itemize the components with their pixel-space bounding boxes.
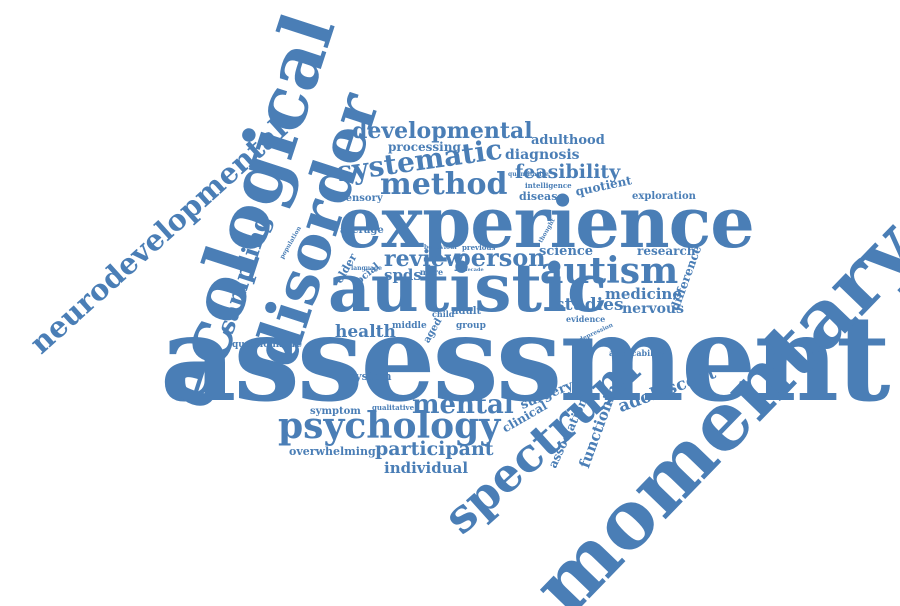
word-previous: previous <box>462 243 496 252</box>
word-language: language <box>351 265 382 272</box>
word-experience: experience <box>338 181 755 264</box>
word-research: research <box>637 244 696 258</box>
word-intelligence: intelligence <box>525 181 572 190</box>
word-autistic: autistic <box>328 249 608 327</box>
word-adulthood: adulthood <box>531 133 605 148</box>
word-method: method <box>380 167 508 202</box>
word-psychology: psychology <box>278 405 501 447</box>
word-review: review <box>384 246 464 272</box>
word-child: child <box>432 309 455 319</box>
word-decade: decade <box>464 267 484 273</box>
word-developmental: developmental <box>352 118 533 144</box>
word-feasibility: feasibility <box>515 161 621 183</box>
word-health: health <box>335 322 396 342</box>
word-studies: studies <box>555 295 624 315</box>
word-average: average <box>340 225 384 236</box>
word-autism: autism <box>540 250 679 292</box>
word-disease: disease <box>519 190 565 203</box>
word-symptom: symptom <box>310 406 361 417</box>
word-evidence: evidence <box>566 314 606 324</box>
word-middle: middle <box>392 321 427 331</box>
word-nervous: nervous <box>622 301 684 317</box>
word-more: more <box>420 267 444 277</box>
word-individual: individual <box>384 459 469 477</box>
word-medicine: medicine <box>605 285 682 303</box>
word-spds: spds <box>384 266 422 284</box>
word-quantitative: quantitative <box>508 171 549 178</box>
word-exploration: exploration <box>632 191 696 202</box>
word-applicability: applicability <box>609 348 665 358</box>
word-mental: mental <box>412 390 514 420</box>
word-adult: adult <box>452 306 482 317</box>
word-questionnaire: questionnaire <box>232 340 303 350</box>
word-sensory: sensory <box>340 193 383 204</box>
word-behaviour: behaviour <box>424 244 458 251</box>
word-assessment: assessment <box>160 289 890 428</box>
word-system: system <box>349 370 392 383</box>
word-person: person <box>454 243 546 272</box>
word-overwhelming: overwhelming <box>289 445 376 458</box>
word-processing: processing <box>388 140 461 154</box>
word-science: science <box>539 244 594 259</box>
word-participant: participant <box>375 438 494 460</box>
word-diagnosis: diagnosis <box>505 147 580 163</box>
word-group: group <box>456 321 486 331</box>
word-qualitative: qualitative <box>372 403 415 412</box>
